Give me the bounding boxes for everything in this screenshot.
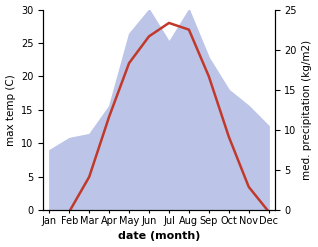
Y-axis label: max temp (C): max temp (C): [5, 74, 16, 146]
X-axis label: date (month): date (month): [118, 231, 200, 242]
Y-axis label: med. precipitation (kg/m2): med. precipitation (kg/m2): [302, 40, 313, 180]
